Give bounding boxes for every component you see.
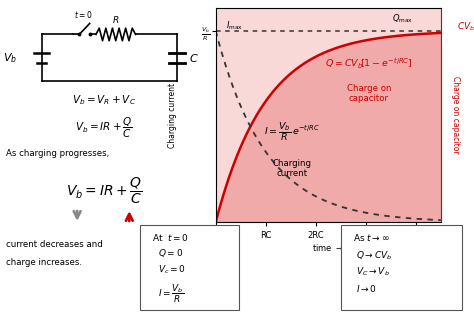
Y-axis label: Charge on capacitor: Charge on capacitor bbox=[451, 76, 459, 154]
Text: $V_b = IR + \dfrac{Q}{C}$: $V_b = IR + \dfrac{Q}{C}$ bbox=[66, 176, 143, 206]
Text: $Q = CV_b\!\left[1 - e^{-t/RC}\right]$: $Q = CV_b\!\left[1 - e^{-t/RC}\right]$ bbox=[325, 56, 412, 71]
X-axis label: time $\rightarrow$: time $\rightarrow$ bbox=[312, 242, 344, 253]
Text: At  $t = 0$: At $t = 0$ bbox=[152, 232, 189, 243]
Text: current decreases and: current decreases and bbox=[6, 240, 103, 249]
Text: $I = \dfrac{V_b}{R}\,e^{-t/RC}$: $I = \dfrac{V_b}{R}\,e^{-t/RC}$ bbox=[264, 121, 320, 143]
Text: $Q = 0$: $Q = 0$ bbox=[158, 247, 183, 259]
Text: $Q \rightarrow CV_b$: $Q \rightarrow CV_b$ bbox=[356, 249, 392, 262]
Text: $I \rightarrow 0$: $I \rightarrow 0$ bbox=[356, 283, 377, 294]
Text: $V_b = V_R + V_C$: $V_b = V_R + V_C$ bbox=[72, 93, 137, 107]
Text: $Q_{\rm max}$: $Q_{\rm max}$ bbox=[392, 12, 413, 25]
Text: charge increases.: charge increases. bbox=[6, 259, 82, 267]
Text: $V_b = IR + \dfrac{Q}{C}$: $V_b = IR + \dfrac{Q}{C}$ bbox=[75, 116, 133, 141]
Text: $R$: $R$ bbox=[112, 14, 119, 25]
Text: $V_C \rightarrow V_b$: $V_C \rightarrow V_b$ bbox=[356, 266, 390, 279]
Text: $C$: $C$ bbox=[189, 52, 199, 64]
Text: $I_{\rm max}$: $I_{\rm max}$ bbox=[226, 20, 243, 32]
Text: $V_b$: $V_b$ bbox=[3, 51, 18, 65]
Text: $CV_b$: $CV_b$ bbox=[456, 21, 474, 33]
Text: Charging current: Charging current bbox=[168, 82, 177, 148]
Text: Charging
current: Charging current bbox=[273, 159, 312, 178]
Text: As $t \rightarrow \infty$: As $t \rightarrow \infty$ bbox=[353, 232, 390, 243]
FancyBboxPatch shape bbox=[341, 225, 462, 310]
Text: $t=0$: $t=0$ bbox=[74, 9, 93, 20]
Text: As charging progresses,: As charging progresses, bbox=[6, 149, 109, 158]
Text: $I = \dfrac{V_b}{R}$: $I = \dfrac{V_b}{R}$ bbox=[158, 283, 184, 305]
Text: $V_c = 0$: $V_c = 0$ bbox=[158, 263, 186, 276]
Text: Charge on
capacitor: Charge on capacitor bbox=[346, 84, 391, 103]
FancyBboxPatch shape bbox=[140, 225, 239, 310]
